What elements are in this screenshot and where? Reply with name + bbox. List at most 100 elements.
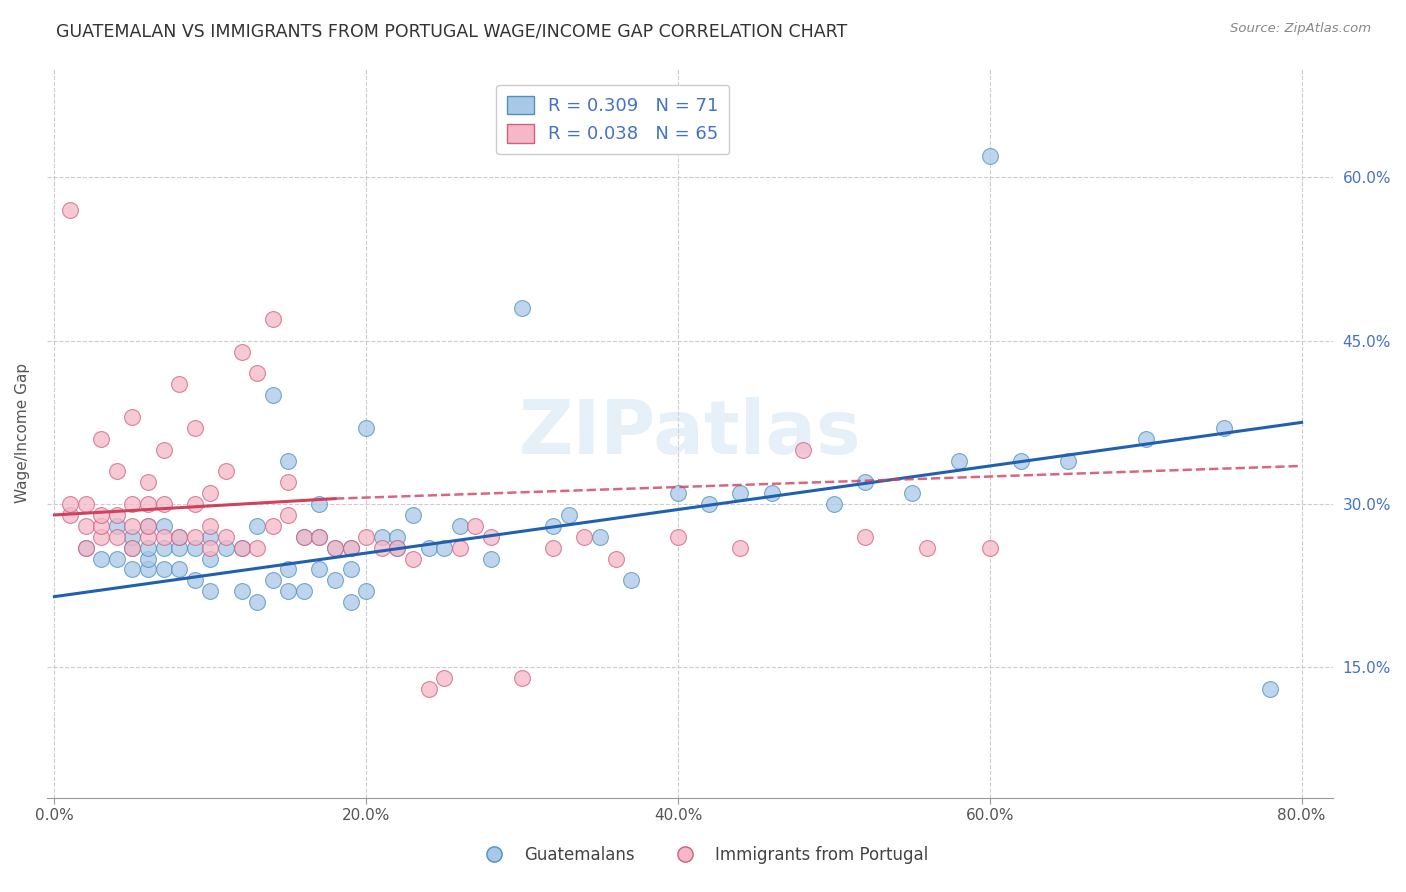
- Point: [901, 486, 924, 500]
- Point: [277, 584, 299, 599]
- Point: [184, 497, 207, 511]
- Point: [1260, 682, 1282, 697]
- Point: [339, 541, 361, 555]
- Point: [121, 562, 143, 576]
- Point: [323, 541, 346, 555]
- Point: [418, 541, 440, 555]
- Point: [917, 541, 939, 555]
- Point: [136, 551, 159, 566]
- Point: [464, 519, 486, 533]
- Point: [697, 497, 720, 511]
- Point: [246, 541, 269, 555]
- Point: [543, 519, 565, 533]
- Point: [979, 541, 1001, 555]
- Point: [90, 530, 112, 544]
- Point: [59, 497, 82, 511]
- Point: [308, 562, 330, 576]
- Point: [339, 541, 361, 555]
- Point: [277, 562, 299, 576]
- Point: [308, 530, 330, 544]
- Point: [574, 530, 596, 544]
- Point: [620, 574, 643, 588]
- Point: [589, 530, 612, 544]
- Point: [433, 541, 456, 555]
- Point: [371, 541, 394, 555]
- Point: [792, 442, 814, 457]
- Point: [121, 541, 143, 555]
- Legend: Guatemalans, Immigrants from Portugal: Guatemalans, Immigrants from Portugal: [471, 839, 935, 871]
- Point: [308, 530, 330, 544]
- Point: [231, 584, 253, 599]
- Point: [152, 530, 174, 544]
- Point: [184, 574, 207, 588]
- Point: [121, 530, 143, 544]
- Point: [387, 541, 409, 555]
- Point: [167, 562, 190, 576]
- Point: [262, 312, 284, 326]
- Point: [387, 530, 409, 544]
- Point: [121, 541, 143, 555]
- Point: [730, 541, 752, 555]
- Point: [75, 541, 97, 555]
- Point: [418, 682, 440, 697]
- Point: [59, 203, 82, 218]
- Point: [231, 344, 253, 359]
- Point: [371, 530, 394, 544]
- Point: [90, 519, 112, 533]
- Point: [152, 442, 174, 457]
- Point: [823, 497, 845, 511]
- Point: [402, 551, 425, 566]
- Legend: R = 0.309   N = 71, R = 0.038   N = 65: R = 0.309 N = 71, R = 0.038 N = 65: [496, 85, 730, 154]
- Point: [75, 541, 97, 555]
- Point: [323, 541, 346, 555]
- Point: [277, 508, 299, 522]
- Point: [215, 530, 238, 544]
- Point: [90, 551, 112, 566]
- Point: [479, 530, 502, 544]
- Text: ZIPatlas: ZIPatlas: [519, 397, 860, 470]
- Point: [292, 584, 315, 599]
- Point: [105, 508, 128, 522]
- Point: [666, 486, 689, 500]
- Point: [152, 562, 174, 576]
- Point: [200, 584, 222, 599]
- Point: [105, 551, 128, 566]
- Point: [167, 377, 190, 392]
- Point: [167, 530, 190, 544]
- Point: [761, 486, 783, 500]
- Point: [323, 574, 346, 588]
- Point: [167, 541, 190, 555]
- Point: [121, 519, 143, 533]
- Point: [354, 530, 377, 544]
- Point: [510, 671, 533, 685]
- Point: [558, 508, 581, 522]
- Point: [339, 562, 361, 576]
- Point: [136, 497, 159, 511]
- Point: [354, 421, 377, 435]
- Point: [136, 519, 159, 533]
- Point: [90, 508, 112, 522]
- Point: [277, 475, 299, 490]
- Point: [479, 551, 502, 566]
- Point: [105, 519, 128, 533]
- Point: [59, 508, 82, 522]
- Point: [105, 530, 128, 544]
- Point: [510, 301, 533, 315]
- Point: [387, 541, 409, 555]
- Point: [231, 541, 253, 555]
- Point: [262, 519, 284, 533]
- Point: [1010, 453, 1032, 467]
- Point: [1056, 453, 1078, 467]
- Point: [75, 497, 97, 511]
- Point: [292, 530, 315, 544]
- Point: [277, 453, 299, 467]
- Point: [339, 595, 361, 609]
- Point: [246, 367, 269, 381]
- Point: [200, 519, 222, 533]
- Point: [979, 148, 1001, 162]
- Point: [433, 671, 456, 685]
- Point: [200, 541, 222, 555]
- Point: [666, 530, 689, 544]
- Point: [1212, 421, 1234, 435]
- Point: [354, 584, 377, 599]
